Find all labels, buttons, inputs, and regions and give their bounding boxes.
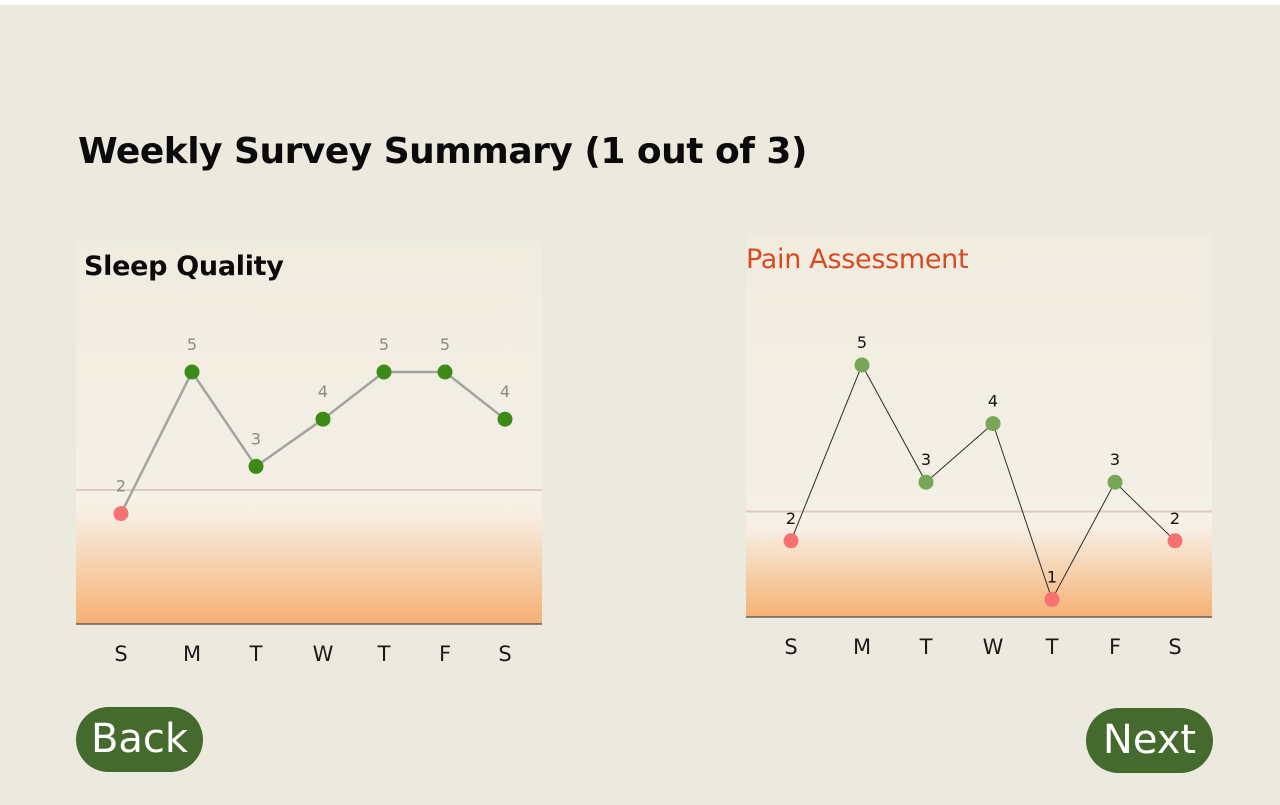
data-label: 3 xyxy=(921,450,931,469)
x-tick-label: T xyxy=(1045,635,1059,659)
x-tick-label: F xyxy=(439,642,451,666)
x-tick-label: T xyxy=(249,642,263,666)
data-label: 5 xyxy=(440,335,450,354)
x-tick-label: S xyxy=(114,642,127,666)
data-point xyxy=(248,458,264,474)
page-title: Weekly Survey Summary (1 out of 3) xyxy=(78,131,807,172)
screen: Weekly Survey Summary (1 out of 3) 2 5 3 4 5… xyxy=(0,5,1280,805)
data-label: 5 xyxy=(379,335,389,354)
data-point xyxy=(113,506,129,522)
data-point xyxy=(918,474,934,490)
pain-assessment-chart-svg: 2 5 3 4 1 3 2 S M T W T F S xyxy=(746,234,1212,659)
data-point xyxy=(1107,474,1123,490)
data-label: 2 xyxy=(1170,509,1180,528)
sleep-quality-chart-svg: 2 5 3 4 5 5 4 S M T W T F S xyxy=(76,241,542,666)
x-tick-label: S xyxy=(784,635,797,659)
data-point xyxy=(376,364,392,380)
chart-title-pain-assessment: Pain Assessment xyxy=(746,244,969,275)
x-tick-label: S xyxy=(498,642,511,666)
x-tick-label: S xyxy=(1168,635,1181,659)
x-tick-label: W xyxy=(983,635,1004,659)
x-tick-label: M xyxy=(183,642,201,666)
x-tick-label: T xyxy=(377,642,391,666)
x-tick-label: W xyxy=(313,642,334,666)
data-label: 3 xyxy=(251,429,261,448)
data-point xyxy=(783,533,799,549)
below-threshold-band xyxy=(746,511,1212,617)
data-point xyxy=(437,364,453,380)
chart-title-sleep-quality: Sleep Quality xyxy=(84,251,284,282)
pain-assessment-chart: 2 5 3 4 1 3 2 S M T W T F S Pain Assessment xyxy=(746,234,1212,659)
sleep-quality-chart: 2 5 3 4 5 5 4 S M T W T F S Sleep Quality xyxy=(76,241,542,666)
data-label: 4 xyxy=(988,392,998,411)
data-label: 4 xyxy=(318,382,328,401)
data-point xyxy=(184,364,200,380)
next-button[interactable]: Next xyxy=(1086,708,1213,773)
x-tick-label: T xyxy=(919,635,933,659)
data-point xyxy=(1044,591,1060,607)
data-label: 4 xyxy=(500,382,510,401)
data-point xyxy=(315,411,331,427)
data-point xyxy=(985,416,1001,432)
data-point xyxy=(1167,533,1183,549)
data-label: 5 xyxy=(857,333,867,352)
data-point xyxy=(854,357,870,373)
data-point xyxy=(497,411,513,427)
below-threshold-band xyxy=(76,490,542,624)
x-tick-label: F xyxy=(1109,635,1121,659)
data-label: 5 xyxy=(187,335,197,354)
data-label: 3 xyxy=(1110,450,1120,469)
data-label: 1 xyxy=(1047,567,1057,586)
data-label: 2 xyxy=(116,477,126,496)
back-button[interactable]: Back xyxy=(76,707,203,772)
x-tick-label: M xyxy=(853,635,871,659)
data-label: 2 xyxy=(786,509,796,528)
